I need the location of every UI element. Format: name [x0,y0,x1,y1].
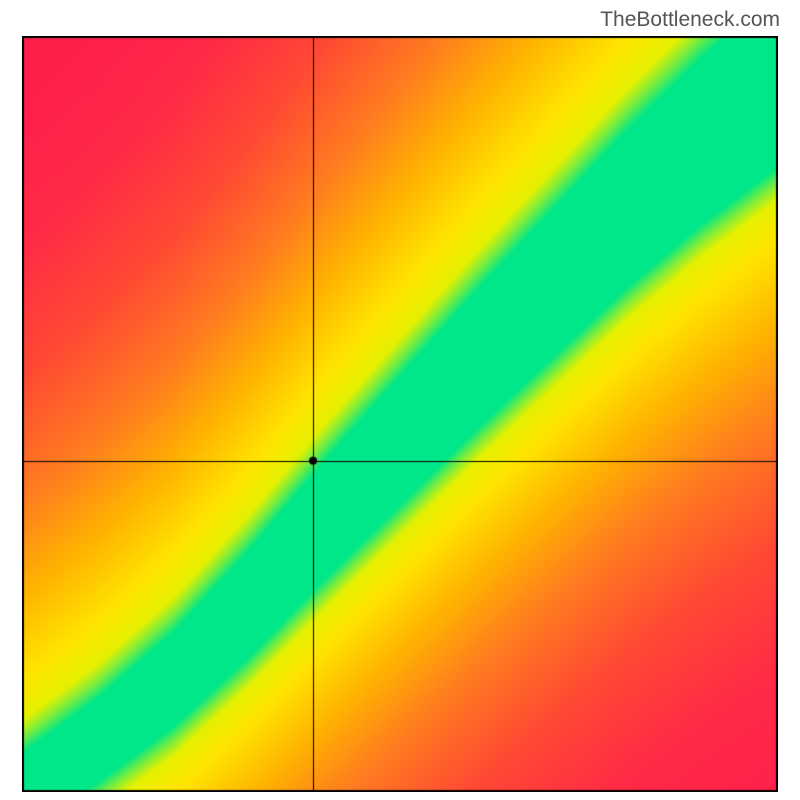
watermark-text: TheBottleneck.com [600,8,780,32]
bottleneck-heatmap [22,36,778,792]
